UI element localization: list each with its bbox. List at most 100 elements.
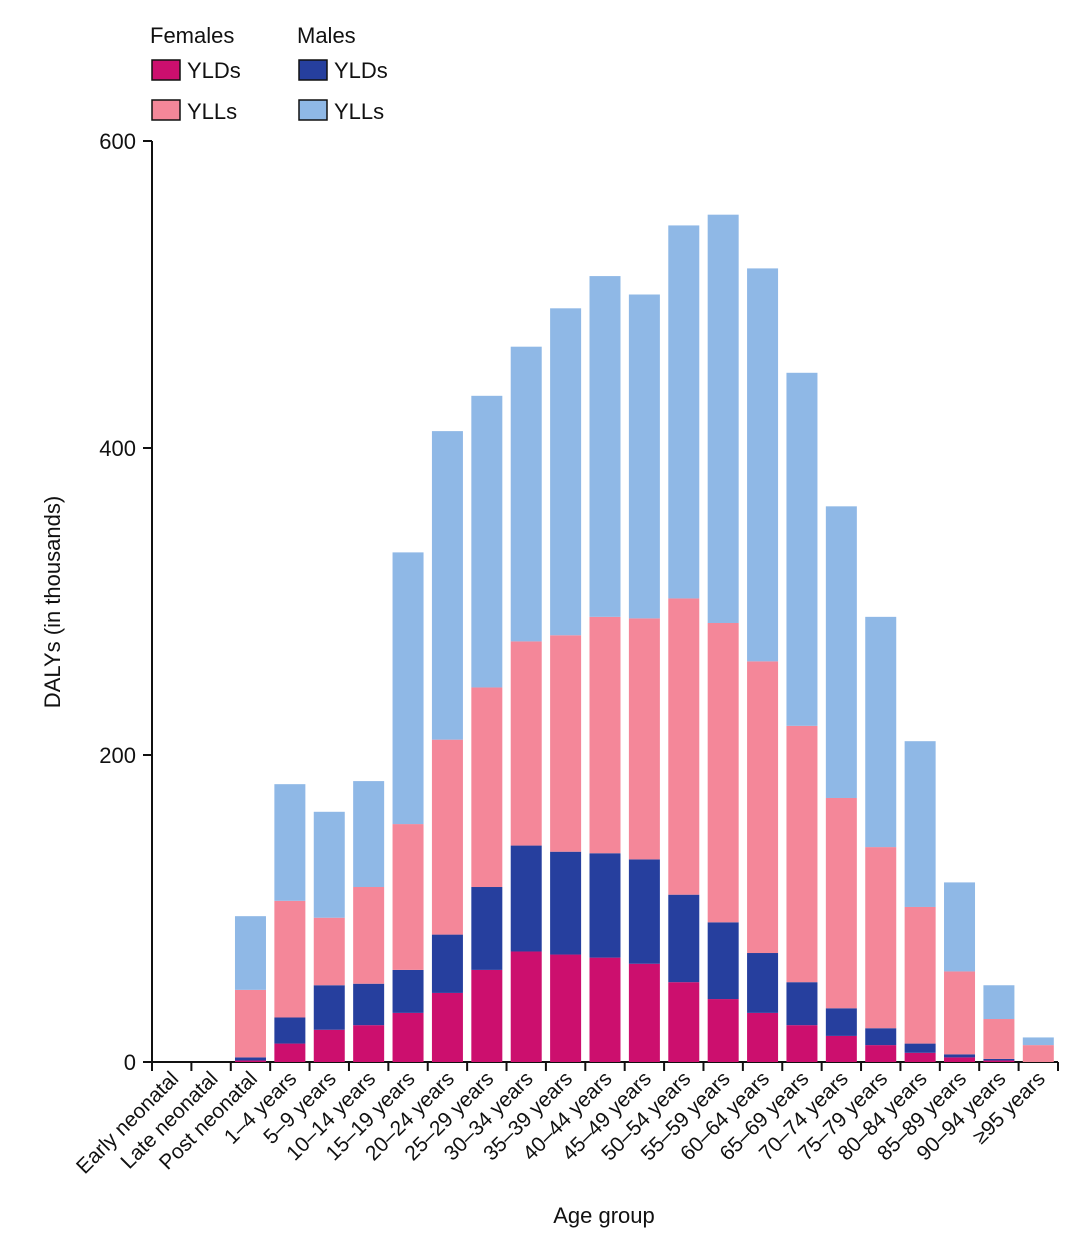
bar-segment-females-ylds bbox=[944, 1057, 976, 1062]
legend-swatch-male-ylls bbox=[298, 99, 328, 121]
bar-segment-females-ylls bbox=[550, 635, 582, 852]
bar-segment-males-ylds bbox=[510, 845, 542, 952]
bar-segment-males-ylls bbox=[471, 395, 503, 688]
bar-segment-females-ylls bbox=[904, 906, 936, 1044]
bar-segment-males-ylls bbox=[550, 308, 582, 636]
bar-segment-males-ylls bbox=[589, 276, 621, 617]
bar-segment-males-ylds bbox=[786, 982, 818, 1026]
bar-segment-females-ylds bbox=[628, 963, 660, 1062]
bar-segment-males-ylds bbox=[707, 922, 739, 1000]
bar-segment-males-ylds bbox=[313, 985, 345, 1030]
bar-segment-females-ylls bbox=[234, 989, 266, 1058]
bar-segment-females-ylls bbox=[825, 797, 857, 1009]
bar-segment-males-ylds bbox=[865, 1028, 897, 1046]
bar-segment-males-ylls bbox=[392, 552, 424, 825]
bar-segment-males-ylds bbox=[944, 1054, 976, 1058]
bar-segment-females-ylds bbox=[510, 951, 542, 1062]
legend-label-female-ylds: YLDs bbox=[187, 58, 241, 83]
bar-segment-males-ylds bbox=[392, 969, 424, 1013]
y-axis-title: DALYs (in thousands) bbox=[40, 496, 65, 708]
bar-segment-males-ylls bbox=[707, 214, 739, 623]
bar-segment-females-ylds bbox=[392, 1012, 424, 1062]
bar-segment-females-ylds bbox=[786, 1025, 818, 1062]
bar-segment-males-ylls bbox=[825, 506, 857, 798]
bar-segment-males-ylds bbox=[550, 851, 582, 955]
bar-segment-females-ylls bbox=[589, 616, 621, 854]
bar-segment-males-ylls bbox=[668, 225, 700, 599]
bar-segment-males-ylds bbox=[353, 983, 385, 1026]
bar-segment-males-ylls bbox=[944, 882, 976, 972]
legend-group-title-males: Males bbox=[297, 23, 356, 48]
bar-segment-females-ylds bbox=[274, 1043, 306, 1062]
bar-segment-females-ylls bbox=[353, 887, 385, 984]
bar-segment-females-ylds bbox=[550, 954, 582, 1062]
bar-segment-males-ylls bbox=[510, 346, 542, 642]
bar-segment-males-ylls bbox=[274, 784, 306, 901]
bar-segment-females-ylds bbox=[589, 957, 621, 1062]
bar-segment-males-ylls bbox=[628, 294, 660, 619]
bar-segment-males-ylds bbox=[589, 853, 621, 958]
bar-segment-males-ylds bbox=[747, 953, 779, 1013]
bar-segment-males-ylds bbox=[825, 1008, 857, 1036]
bar-segment-males-ylls bbox=[786, 372, 818, 726]
bar-segment-males-ylls bbox=[353, 781, 385, 888]
bar-segment-males-ylds bbox=[431, 934, 463, 993]
bars bbox=[234, 214, 1054, 1062]
legend-label-female-ylls: YLLs bbox=[187, 99, 237, 124]
y-ticks: 0 200 400 600 bbox=[99, 129, 152, 1075]
legend-label-male-ylls: YLLs bbox=[334, 99, 384, 124]
y-tick-label: 200 bbox=[99, 743, 136, 768]
bar-segment-females-ylds bbox=[983, 1060, 1015, 1062]
legend-swatch-female-ylds bbox=[151, 59, 181, 81]
bar-segment-males-ylls bbox=[313, 811, 345, 918]
bar-segment-males-ylls bbox=[747, 268, 779, 662]
bar-segment-females-ylds bbox=[471, 969, 503, 1062]
bar-segment-females-ylls bbox=[431, 739, 463, 935]
bar-segment-males-ylds bbox=[274, 1017, 306, 1044]
bar-segment-males-ylds bbox=[471, 887, 503, 970]
bar-segment-females-ylls bbox=[313, 917, 345, 986]
bar-segment-females-ylds bbox=[747, 1012, 779, 1062]
legend-swatch-male-ylds bbox=[298, 59, 328, 81]
y-tick-label: 600 bbox=[99, 129, 136, 154]
bar-segment-females-ylls bbox=[628, 618, 660, 860]
legend-label-male-ylds: YLDs bbox=[334, 58, 388, 83]
bar-segment-males-ylls bbox=[904, 741, 936, 907]
bar-segment-females-ylds bbox=[904, 1052, 936, 1062]
bar-segment-females-ylls bbox=[510, 641, 542, 846]
bar-segment-females-ylds bbox=[234, 1060, 266, 1062]
bar-segment-males-ylds bbox=[668, 894, 700, 983]
bar-segment-males-ylds bbox=[904, 1043, 936, 1053]
bar-segment-females-ylls bbox=[668, 598, 700, 895]
bar-segment-males-ylls bbox=[865, 616, 897, 848]
bar-segment-females-ylls bbox=[983, 1019, 1015, 1059]
bar-segment-males-ylls bbox=[983, 985, 1015, 1020]
bar-segment-females-ylls bbox=[274, 900, 306, 1018]
bar-segment-males-ylds bbox=[234, 1057, 266, 1061]
bar-segment-females-ylds bbox=[313, 1029, 345, 1062]
bar-segment-females-ylls bbox=[865, 847, 897, 1029]
bar-segment-females-ylds bbox=[668, 982, 700, 1062]
bar-segment-females-ylds bbox=[825, 1035, 857, 1062]
bar-segment-females-ylls bbox=[392, 824, 424, 970]
bar-segment-females-ylds bbox=[707, 999, 739, 1062]
bar-segment-females-ylds bbox=[353, 1025, 385, 1062]
x-axis-title: Age group bbox=[553, 1203, 655, 1228]
bar-segment-males-ylls bbox=[234, 916, 266, 990]
y-tick-label: 0 bbox=[124, 1050, 136, 1075]
bar-segment-males-ylls bbox=[431, 431, 463, 740]
y-tick-label: 400 bbox=[99, 436, 136, 461]
bar-segment-females-ylls bbox=[471, 687, 503, 888]
bar-segment-females-ylls bbox=[944, 971, 976, 1055]
bar-segment-males-ylds bbox=[628, 859, 660, 964]
bar-segment-females-ylls bbox=[786, 725, 818, 983]
bar-segment-females-ylls bbox=[707, 622, 739, 923]
legend-group-title-females: Females bbox=[150, 23, 234, 48]
bar-segment-females-ylls bbox=[747, 661, 779, 954]
legend: Females Males YLDs YLDs YLLs YLLs bbox=[150, 23, 388, 124]
bar-segment-females-ylds bbox=[865, 1045, 897, 1062]
bar-segment-females-ylds bbox=[431, 992, 463, 1062]
legend-swatch-female-ylls bbox=[151, 99, 181, 121]
